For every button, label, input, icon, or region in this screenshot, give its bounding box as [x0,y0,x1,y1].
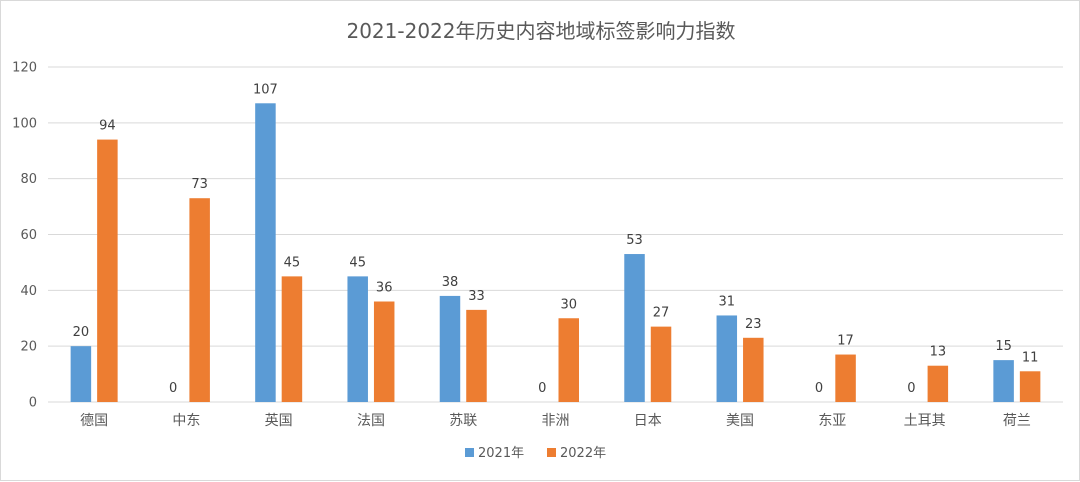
axes: 0 20 40 60 80 100 120 德国 中东 英国 法国 苏联 非洲 日本 美国 东亚 土耳其 荷兰 [12,61,1031,430]
data-label: 38 [442,275,459,290]
x-tick-label: 东亚 [818,413,846,429]
data-label: 30 [560,297,577,312]
gridlines [48,66,1063,403]
x-tick-label: 日本 [634,413,662,429]
bar-series2 [835,354,856,402]
data-label: 20 [73,325,90,340]
bar-series2 [743,337,764,402]
data-label: 0 [538,381,546,396]
data-label: 36 [376,281,393,296]
bar-series2 [281,276,303,402]
y-tick-label: 80 [20,172,37,187]
x-tick-label: 德国 [80,413,108,429]
x-tick-label: 英国 [265,412,293,429]
data-label: 94 [99,119,116,134]
bar-series1 [70,346,92,402]
data-label: 27 [653,306,670,321]
y-tick-label: 60 [20,228,37,243]
data-label: 0 [815,381,823,396]
bars [70,103,1041,403]
y-tick-label: 20 [20,340,37,355]
x-tick-label: 法国 [357,413,385,429]
bar-series2 [558,318,579,402]
x-tick-label: 苏联 [449,413,477,429]
bar-series2 [466,309,487,402]
y-tick-label: 0 [29,396,37,411]
x-tick-label: 土耳其 [904,413,946,429]
legend-swatch [465,448,474,457]
data-label: 107 [253,82,278,97]
legend-swatch [547,448,556,457]
data-label: 33 [468,289,485,304]
data-label: 11 [1022,350,1039,365]
legend-label: 2022年 [560,446,606,461]
bar-series2 [373,301,395,402]
data-label: 13 [930,345,947,360]
chart-title: 2021-2022年历史内容地域标签影响力指数 [346,19,735,43]
y-tick-label: 120 [12,61,37,76]
data-label: 15 [995,339,1012,354]
bar-series1 [624,254,645,402]
bar-series1 [255,103,276,403]
bar-series1 [716,315,738,402]
bar-series2 [927,365,949,402]
bar-series2 [189,198,210,402]
data-label: 0 [169,381,177,396]
data-label: 53 [626,233,643,248]
bar-series2 [650,326,672,402]
bar-series1 [347,276,368,402]
data-label: 73 [191,177,208,192]
data-label: 0 [907,381,915,396]
bar-series2 [97,139,118,403]
data-label: 17 [837,334,854,349]
bar-series1 [439,295,461,402]
bar-series2 [1019,371,1041,402]
x-tick-label: 荷兰 [1003,413,1031,429]
data-label: 23 [745,317,762,332]
bar-series1 [993,360,1014,402]
data-label: 31 [719,294,736,309]
data-label: 45 [284,255,301,270]
y-tick-label: 100 [12,116,37,131]
x-tick-label: 中东 [172,413,200,429]
data-label: 45 [349,255,366,270]
x-tick-label: 美国 [726,413,754,429]
legend: 2021年 2022年 [465,446,606,461]
data-labels: 20 94 0 73 107 45 45 36 38 33 0 30 53 27 31 23 0 17 0 13 15 1… [73,82,1039,396]
legend-label: 2021年 [478,446,524,461]
y-tick-label: 40 [20,284,37,299]
x-tick-label: 非洲 [542,413,570,429]
